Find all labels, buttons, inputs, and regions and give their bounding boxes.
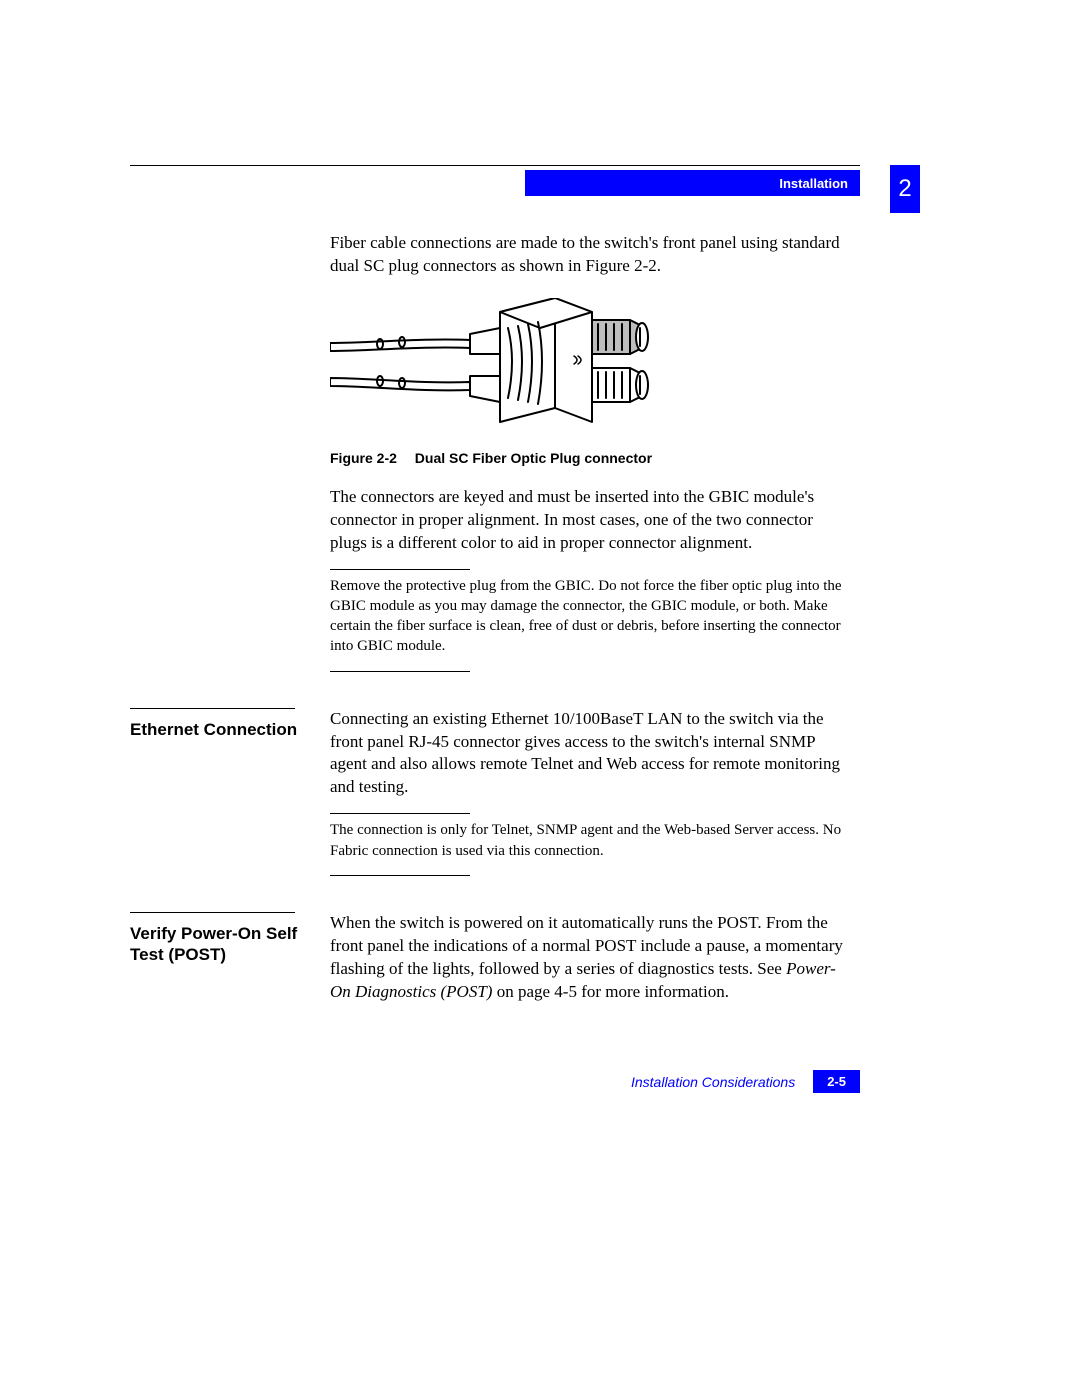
post-text-after: on page 4-5 for more information. [492,982,729,1001]
post-text-before: When the switch is powered on it automat… [330,913,843,978]
ethernet-heading: Ethernet Connection [130,719,330,740]
figure-label: Figure 2-2 [330,450,397,466]
page-footer: Installation Considerations 2-5 [130,1070,860,1093]
intro-main: Fiber cable connections are made to the … [330,232,845,678]
top-rule [130,165,860,166]
post-main: When the switch is powered on it automat… [330,912,845,1018]
post-side-rule [130,912,295,913]
footer-page-ref: 2-5 [813,1070,860,1093]
footer-title: Installation Considerations [631,1074,795,1090]
sc-connector-illustration [330,298,650,433]
ethernet-note-rule-top [330,813,470,814]
ethernet-side-rule [130,708,295,709]
ethernet-note-rule-bottom [330,875,470,876]
figure-caption-text: Dual SC Fiber Optic Plug connector [415,450,652,466]
figure-caption: Figure 2-2 Dual SC Fiber Optic Plug conn… [330,449,845,468]
note1-rule-top [330,569,470,570]
section-label: Installation [779,176,848,191]
chapter-tab: 2 [890,165,920,213]
chapter-number: 2 [898,175,911,203]
ethernet-main: Connecting an existing Ethernet 10/100Ba… [330,708,845,882]
ethernet-note-text: The connection is only for Telnet, SNMP … [330,820,845,861]
post-heading: Verify Power-On Self Test (POST) [130,923,330,966]
ethernet-side: Ethernet Connection [130,708,330,882]
post-row: Verify Power-On Self Test (POST) When th… [130,912,890,1018]
post-side: Verify Power-On Self Test (POST) [130,912,330,1018]
intro-text: Fiber cable connections are made to the … [330,232,845,278]
section-header-bar: Installation [525,170,860,196]
after-figure-text: The connectors are keyed and must be ins… [330,486,845,555]
ethernet-row: Ethernet Connection Connecting an existi… [130,708,890,882]
ethernet-text: Connecting an existing Ethernet 10/100Ba… [330,708,845,800]
note1-rule-bottom [330,671,470,672]
content-area: Fiber cable connections are made to the … [130,232,890,1018]
page-content: Installation 2 Fiber cable connections a… [130,165,890,1018]
intro-row: Fiber cable connections are made to the … [130,232,890,678]
note1-text: Remove the protective plug from the GBIC… [330,576,845,657]
figure-block: Figure 2-2 Dual SC Fiber Optic Plug conn… [330,298,845,468]
post-text: When the switch is powered on it automat… [330,912,845,1004]
side-empty [130,232,330,678]
